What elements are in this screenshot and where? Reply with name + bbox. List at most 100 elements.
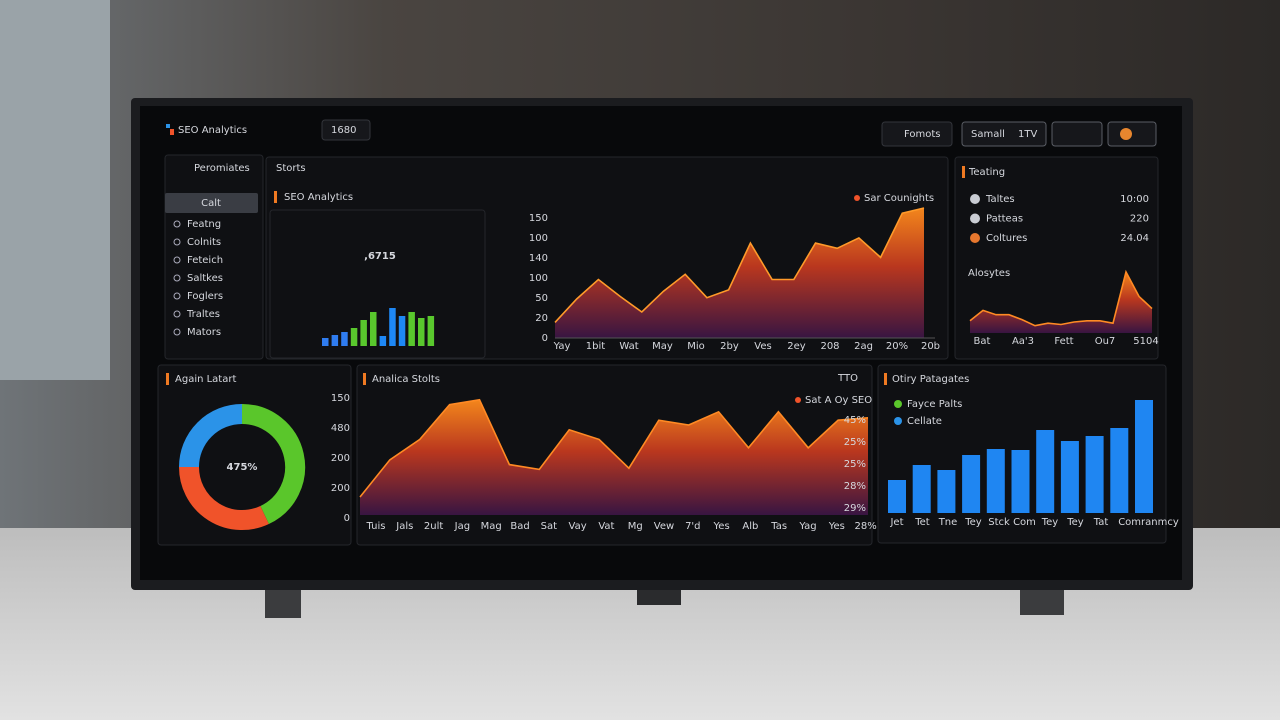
panel-heading: Analica Stolts: [372, 374, 440, 385]
sidebar-icon: [173, 274, 181, 282]
sidebar-item-active[interactable]: Calt: [201, 198, 221, 209]
accent: [962, 166, 965, 178]
x-label: 2ag: [854, 341, 873, 352]
stand-left: [265, 588, 301, 618]
badge: TTO: [837, 373, 858, 384]
sidebar-item[interactable]: Traltes: [186, 309, 220, 320]
kpi-bar: [379, 336, 387, 346]
bar: [1085, 436, 1104, 513]
x-label: Bat: [974, 336, 991, 347]
sidebar-icon: [173, 238, 181, 246]
window: [0, 0, 110, 380]
legend-dot: [894, 400, 902, 408]
row-label: Taltes: [985, 194, 1015, 205]
x-label: May: [652, 341, 673, 352]
x-label: Tne: [938, 517, 958, 528]
size-toggle[interactable]: [961, 121, 1047, 147]
trend-area-line: [969, 269, 1153, 327]
x-label: 28%: [854, 521, 876, 532]
kpi-bar: [322, 338, 329, 346]
kpi-bar: [389, 308, 396, 346]
row-value: 10:00: [1120, 194, 1149, 205]
row-icon: [970, 233, 980, 243]
x-label: 1bit: [586, 341, 605, 352]
legend-dot: [894, 417, 902, 425]
x-label: Tuis: [366, 521, 386, 532]
x-label: Mag: [481, 521, 502, 532]
sidebar-icon: [173, 292, 181, 300]
kpi-bar: [360, 320, 367, 346]
y2-label: 45%: [844, 415, 866, 426]
x-label: Jet: [889, 517, 903, 528]
donut-segment: [178, 466, 269, 531]
size-label: 1TV: [1018, 129, 1037, 140]
y-label: 20: [535, 313, 548, 324]
row-icon: [970, 194, 980, 204]
x-label: Tet: [914, 517, 930, 528]
avatar: [1120, 128, 1132, 140]
legend-dot: [854, 195, 860, 201]
x-label: Alb: [742, 521, 758, 532]
y2-label: 28%: [844, 481, 866, 492]
legend-label: Fayce Palts: [907, 399, 962, 410]
x-label: Yay: [553, 341, 571, 352]
accent: [166, 373, 169, 385]
y-label: 100: [529, 273, 548, 284]
panel-heading: Again Latart: [175, 374, 236, 385]
bar: [1036, 430, 1055, 513]
analytics-area-fill: [360, 399, 868, 515]
y-label: 0: [344, 513, 350, 524]
y2-label: 25%: [844, 459, 866, 470]
y-label: 150: [331, 393, 350, 404]
logo: [166, 124, 170, 128]
y-label: 480: [331, 423, 350, 434]
traffic-area-line: [554, 207, 925, 323]
sidebar-item[interactable]: Foglers: [187, 291, 223, 302]
x-label: Wat: [619, 341, 638, 352]
kpi-title: SEO Analytics: [284, 192, 353, 203]
x-label: 20b: [921, 341, 940, 352]
sidebar-item[interactable]: Mators: [187, 327, 221, 338]
sidebar-item[interactable]: Saltkes: [187, 273, 223, 284]
sidebar-icon: [173, 310, 181, 318]
donut-segment: [179, 404, 243, 468]
row-value: 220: [1130, 214, 1149, 225]
x-label: 7'd: [685, 521, 700, 532]
analytics-area-line: [359, 398, 869, 498]
grid-button[interactable]: [1051, 121, 1103, 147]
legend-dot: [795, 397, 801, 403]
kpi-panel: [269, 209, 486, 359]
bar: [1060, 441, 1079, 513]
accent: [363, 373, 366, 385]
x-label: Tey: [964, 517, 982, 528]
x-label: Jals: [395, 521, 413, 532]
x-label: Bad: [510, 521, 529, 532]
legend-label: Sar Counights: [864, 193, 934, 204]
x-label: Sat: [541, 521, 557, 532]
bar: [986, 449, 1005, 513]
panel-heading: Storts: [276, 163, 306, 174]
x-label: Com: [1013, 517, 1036, 528]
y-label: 0: [542, 333, 548, 344]
formats-label: Fomots: [904, 129, 941, 140]
bar: [888, 480, 906, 513]
kpi-bar: [331, 335, 339, 346]
range-selector[interactable]: [321, 119, 371, 141]
sidebar-item[interactable]: Featng: [187, 219, 221, 230]
row-icon: [970, 213, 980, 224]
kpi-bar: [370, 312, 377, 346]
bar: [1135, 400, 1153, 513]
sub-heading: Alosytes: [968, 268, 1010, 279]
sidebar-item[interactable]: Colnits: [187, 237, 221, 248]
x-label: Vay: [569, 521, 587, 532]
sidebar-item[interactable]: Feteich: [187, 255, 223, 266]
x-label: Fett: [1054, 336, 1073, 347]
x-label: Tat: [1093, 517, 1109, 528]
formats-button[interactable]: [881, 121, 953, 147]
x-label: Mg: [628, 521, 643, 532]
x-label: 2by: [720, 341, 739, 352]
accent: [884, 373, 887, 385]
x-label: Tas: [770, 521, 787, 532]
y2-label: 29%: [844, 503, 866, 514]
